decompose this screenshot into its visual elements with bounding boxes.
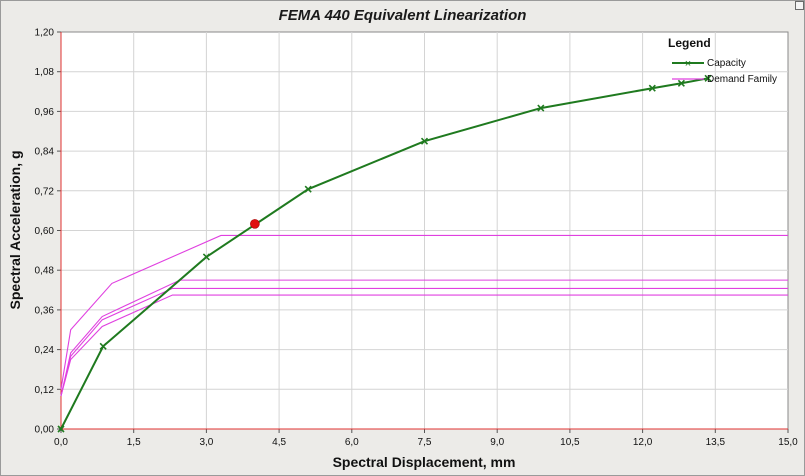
capacity-point xyxy=(420,137,429,145)
chart-title: FEMA 440 Equivalent Linearization xyxy=(278,7,527,24)
legend-capacity-label: Capacity xyxy=(707,58,746,69)
x-tick-label: 3,0 xyxy=(199,437,213,448)
y-tick-label: 0,84 xyxy=(35,147,55,158)
demand-curve xyxy=(60,287,788,397)
window-corner-icon[interactable] xyxy=(795,1,804,10)
x-axis-label: Spectral Displacement, mm xyxy=(333,454,516,470)
demand-family-curves xyxy=(60,234,788,397)
x-tick-label: 13,5 xyxy=(706,437,726,448)
x-tick-label: 4,5 xyxy=(272,437,286,448)
demand-curve xyxy=(60,234,788,390)
gridlines xyxy=(61,32,788,429)
capacity-point xyxy=(648,84,656,92)
capacity-point xyxy=(677,79,685,87)
capacity-point xyxy=(202,253,210,261)
axis-ticks: 0,0 1,5 3,0 4,5 6,0 7,5 9,0 10,5 12,0 13,5 15,0 0,0… xyxy=(35,28,799,449)
legend-title: Legend xyxy=(668,36,711,50)
x-tick-label: 1,5 xyxy=(127,437,141,448)
capacity-point xyxy=(704,74,712,82)
x-tick-label: 9,0 xyxy=(490,437,504,448)
y-tick-label: 0,60 xyxy=(35,226,55,237)
x-tick-label: 12,0 xyxy=(633,437,653,448)
y-tick-label: 0,96 xyxy=(35,107,55,118)
capacity-point xyxy=(99,342,107,350)
y-tick-label: 0,24 xyxy=(35,345,55,356)
legend: Legend × Capacity Demand Family xyxy=(668,36,777,85)
y-tick-label: 1,20 xyxy=(35,28,55,39)
capacity-point xyxy=(57,425,65,433)
performance-point-group xyxy=(250,219,260,229)
y-tick-label: 0,00 xyxy=(35,425,55,436)
capacity-point xyxy=(304,185,312,193)
x-tick-label: 10,5 xyxy=(560,437,580,448)
x-tick-label: 0,0 xyxy=(54,437,68,448)
y-axis-label: Spectral Acceleration, g xyxy=(7,151,23,310)
performance-point xyxy=(250,219,260,229)
demand-curve xyxy=(60,294,788,397)
x-tick-label: 15,0 xyxy=(778,437,798,448)
y-tick-label: 0,72 xyxy=(35,186,55,197)
x-tick-label: 6,0 xyxy=(345,437,359,448)
y-tick-label: 1,08 xyxy=(35,67,55,78)
capacity-curve xyxy=(57,74,712,433)
legend-demand-label: Demand Family xyxy=(707,74,777,85)
legend-capacity-marker: × xyxy=(685,58,691,70)
y-tick-label: 0,36 xyxy=(35,305,55,316)
y-tick-label: 0,48 xyxy=(35,266,55,277)
y-tick-label: 0,12 xyxy=(35,385,55,396)
x-tick-label: 7,5 xyxy=(418,437,432,448)
capacity-point xyxy=(537,104,545,112)
